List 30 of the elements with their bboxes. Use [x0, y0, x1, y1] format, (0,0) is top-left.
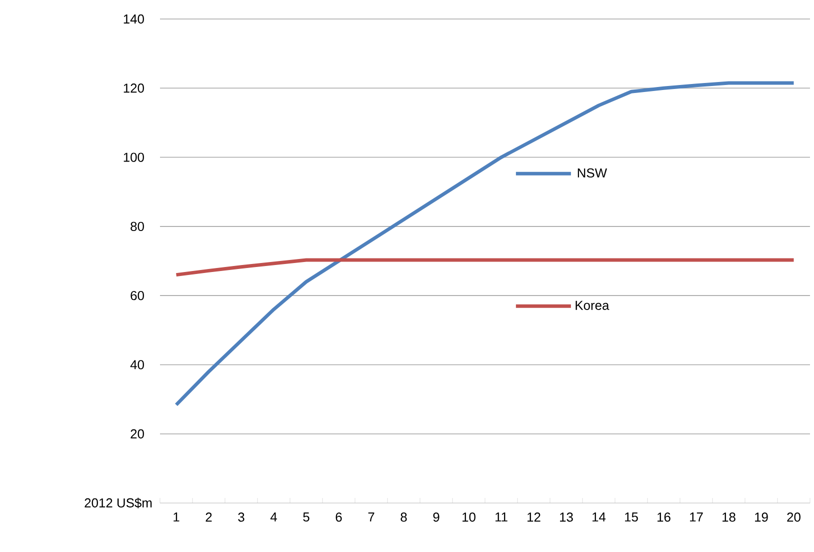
x-tick-label: 2 — [206, 512, 212, 522]
x-tick-label: 15 — [625, 512, 638, 522]
legend-label: Korea — [576, 300, 610, 310]
x-tick-label: 5 — [303, 512, 310, 522]
x-tick-label: 8 — [400, 512, 407, 522]
x-tick-label: 1 — [174, 512, 180, 522]
y-tick-label: 100 — [124, 152, 144, 162]
x-tick-label: 7 — [368, 512, 374, 522]
y-tick-label: 120 — [124, 84, 144, 93]
x-tick-label: 17 — [690, 512, 703, 522]
y-tick-label: 20 — [130, 429, 144, 438]
x-tick-label: 12 — [528, 512, 540, 522]
y-axis-title: 2012 US$m — [84, 498, 152, 508]
x-tick-label: 10 — [462, 512, 476, 522]
x-tick-label: 11 — [496, 512, 508, 522]
x-tick-label: 13 — [560, 512, 573, 522]
x-tick-label: 19 — [755, 512, 768, 522]
x-tick-label: 18 — [722, 512, 736, 522]
x-tick-label: 20 — [787, 512, 800, 522]
y-tick-label: 140 — [124, 14, 144, 24]
x-tick-label: 14 — [592, 512, 606, 522]
x-tick-label: 6 — [336, 512, 342, 522]
y-tick-label: 40 — [130, 360, 144, 370]
y-tick-label: 60 — [130, 290, 144, 300]
x-tick-label: 4 — [270, 512, 277, 522]
x-tick-label: 9 — [433, 512, 440, 522]
y-tick-label: 80 — [130, 222, 144, 232]
x-tick-label: 16 — [658, 512, 670, 522]
legend-label: NSW — [578, 168, 608, 178]
x-tick-label: 3 — [238, 512, 244, 522]
